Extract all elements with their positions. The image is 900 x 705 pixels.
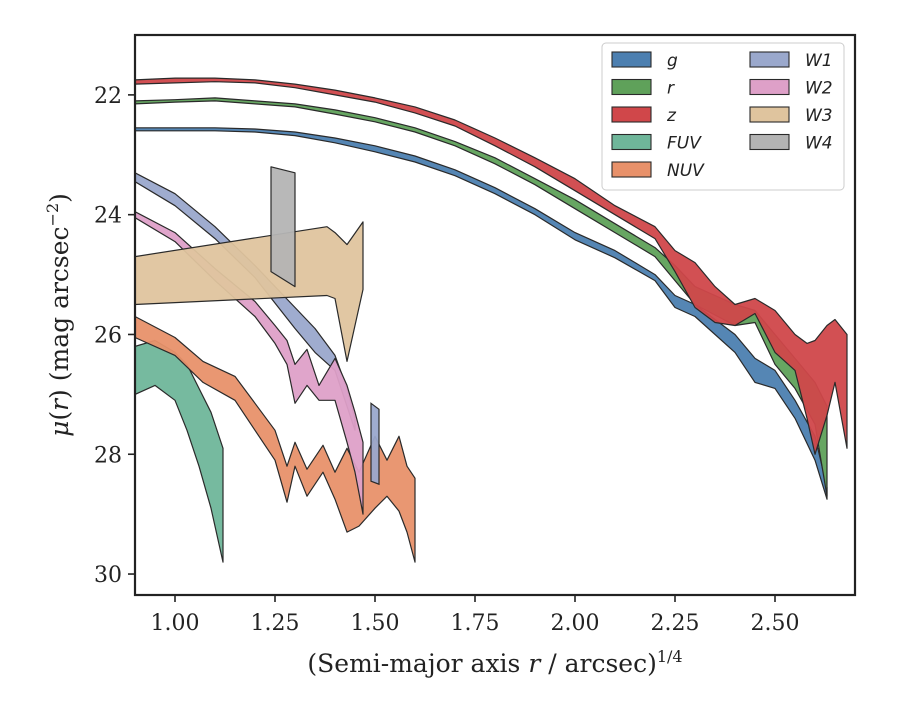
x-tick-label: 1.25 [251,611,300,636]
legend-label-r: r [667,79,675,99]
band-layer [135,77,848,563]
band-nuv [135,315,416,563]
legend-label-w1: W1 [805,51,833,71]
x-tick-label: 2.00 [551,611,600,636]
y-axis-label: μ(r) (mag arcsec−2) [43,193,74,437]
y-tick-label: 26 [94,323,122,348]
legend-swatch-w1 [749,51,790,68]
x-label-part: (Semi-major axis [307,649,528,678]
legend-label-w3: W3 [805,106,833,126]
plot-frame [133,33,857,597]
legend-label-z: z [666,106,677,126]
y-label-part: ( [45,411,74,421]
band-extra-0 [370,402,380,486]
legend-label-nuv: NUV [667,161,705,181]
y-label-variable: r [45,397,74,411]
legend-swatch-w2 [749,78,790,96]
y-label-part: ) [45,193,74,203]
legend-swatch-z [611,106,652,123]
y-label-exponent: −2 [43,203,62,227]
legend-label-fuv: FUV [667,134,702,154]
x-tick-label: 1.75 [451,611,500,636]
legend-label-w4: W4 [805,134,833,154]
legend-swatch-fuv [611,133,652,151]
x-tick-label: 1.00 [151,611,200,636]
band-g [135,127,828,500]
legend-label-g: g [667,51,678,71]
x-tick-label: 2.25 [651,611,700,636]
x-label-exponent: 1/4 [657,647,683,666]
legend-swatch-w3 [749,106,790,123]
y-tick-label: 30 [94,563,122,588]
band-w2 [135,211,364,515]
legend: grz FUV NUV W1 W2 W3 W4 [601,42,845,191]
x-label-part: / arcsec) [540,649,657,678]
legend-swatch-nuv [611,161,652,178]
x-tick-label: 2.50 [751,611,800,636]
x-label-variable: r [528,649,542,678]
x-axis-label: (Semi-major axis r / arcsec)1/4 [307,647,682,678]
legend-label-w2: W2 [805,79,833,99]
y-tick-label: 28 [94,443,122,468]
band-z [135,77,848,455]
y-axis-ticks: 22 24 26 28 30 [94,84,135,588]
y-tick-label: 24 [94,204,122,229]
x-tick-label: 1.50 [351,611,400,636]
legend-swatch-g [611,51,652,68]
band-r [135,97,828,497]
y-tick-label: 22 [94,84,122,109]
y-label-part: ) (mag arcsec [45,226,74,399]
band-w4 [270,166,296,288]
band-w3 [135,221,364,362]
legend-swatch-r [611,78,652,96]
x-axis-ticks: 1.00 1.25 1.50 1.75 2.00 2.25 2.50 [151,595,800,636]
y-label-symbol: μ [45,421,74,437]
legend-swatch-w4 [749,133,790,151]
